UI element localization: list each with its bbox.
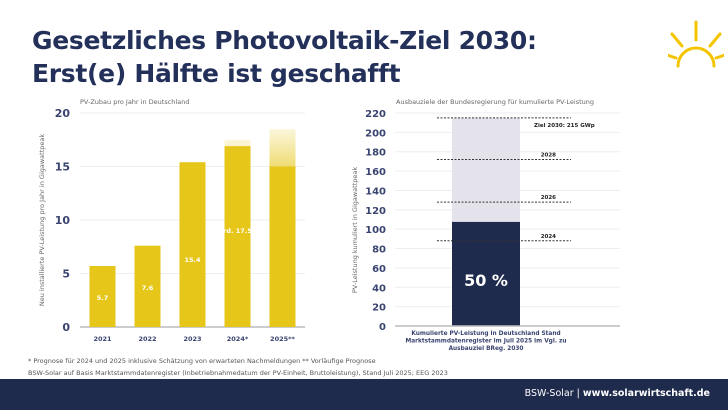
y-tick-label: 200 — [365, 128, 386, 139]
data-label: 15.4 — [184, 256, 201, 264]
bar-solid — [224, 146, 251, 327]
data-label: 50 % — [464, 271, 508, 290]
bar — [134, 245, 161, 327]
y-tick-label: 5 — [62, 268, 70, 281]
y-tick-label: 20 — [372, 303, 386, 314]
footer-org: BSW-Solar — [524, 388, 574, 399]
y-tick-label: 40 — [372, 283, 386, 294]
y-tick-label: 0 — [379, 322, 386, 333]
x-category-label: Kumulierte PV-Leistung in Deutschland St… — [411, 331, 560, 337]
page-title: Gesetzliches Photovoltaik-Ziel 2030: Ers… — [32, 24, 537, 90]
annual-pv-chart: PV-Zubau pro Jahr in Deutschland 0 5 10 15 20… — [38, 98, 305, 343]
y-tick-label: 100 — [365, 225, 386, 236]
bar — [89, 266, 116, 327]
data-label: 7.6 — [142, 284, 154, 292]
footnote-forecast: * Prognose für 2024 und 2025 inklusive S… — [28, 357, 376, 365]
y-tick-label: 120 — [365, 206, 386, 217]
footnote-source: BSW-Solar auf Basis Marktstammdatenregis… — [28, 369, 448, 377]
x-category-label: Marktstammdatenregister im Juli 2025 im … — [405, 339, 566, 345]
y-axis-label: Neu installierte PV-Leistung pro Jahr in… — [38, 134, 46, 307]
x-tick-label: 2023 — [183, 335, 201, 343]
footer-url[interactable]: www.solarwirtschaft.de — [582, 388, 710, 399]
y-tick-label: 220 — [365, 109, 386, 120]
y-tick-label: 10 — [55, 214, 71, 227]
data-label: 5.7 — [97, 294, 109, 302]
bar-solid — [269, 166, 296, 327]
cumulative-pv-chart: Ausbauziele der Bundesregierung für kumu… — [351, 98, 620, 352]
y-tick-label: 180 — [365, 148, 386, 159]
x-tick-label: 2024* — [227, 335, 249, 343]
footer-bar: BSW-Solar | www.solarwirtschaft.de — [0, 379, 728, 410]
y-tick-label: 60 — [372, 264, 386, 275]
reference-label: 2028 — [541, 152, 556, 158]
data-label: rd. 17.5 — [223, 227, 252, 235]
y-axis-label: PV-Leistung kumuliert in Gigawattpeak — [351, 167, 359, 293]
title-line-2: Erst(e) Hälfte ist geschafft — [32, 59, 401, 88]
y-tick-label: 0 — [62, 321, 70, 334]
reference-label: Ziel 2030: 215 GWp — [534, 123, 595, 129]
x-category-label: Ausbauziel BReg. 2030 — [449, 346, 524, 352]
y-tick-label: 160 — [365, 167, 386, 178]
sun-icon — [668, 20, 724, 68]
y-tick-label: 20 — [55, 107, 71, 120]
y-tick-label: 15 — [55, 161, 70, 174]
y-tick-label: 140 — [365, 186, 386, 197]
current-bar — [452, 221, 520, 326]
x-tick-label: 2025** — [270, 335, 295, 343]
y-tick-label: 80 — [372, 245, 386, 256]
x-tick-label: 2022 — [138, 335, 156, 343]
title-line-1: Gesetzliches Photovoltaik-Ziel 2030: — [32, 26, 537, 55]
x-tick-label: 2021 — [93, 335, 112, 343]
chart-title: Ausbauziele der Bundesregierung für kumu… — [396, 98, 594, 106]
reference-label: 2024 — [541, 234, 556, 240]
bar — [179, 162, 206, 327]
chart-title: PV-Zubau pro Jahr in Deutschland — [80, 98, 189, 106]
reference-label: 2026 — [541, 195, 556, 201]
